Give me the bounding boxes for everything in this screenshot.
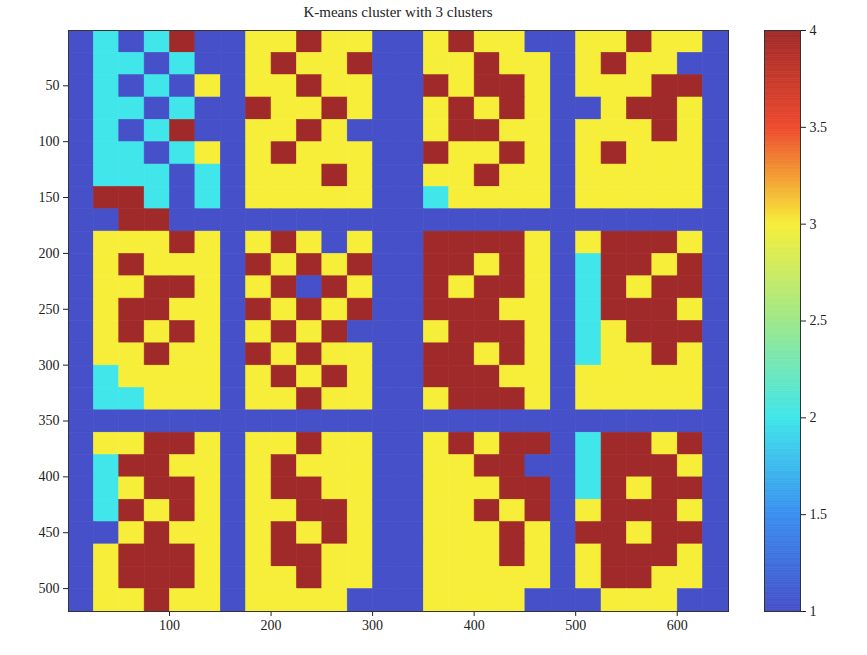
svg-text:2.5: 2.5 xyxy=(810,313,828,328)
svg-text:300: 300 xyxy=(362,618,383,633)
svg-text:3: 3 xyxy=(810,217,817,232)
svg-text:350: 350 xyxy=(39,413,60,428)
svg-text:100: 100 xyxy=(39,134,60,149)
svg-text:100: 100 xyxy=(159,618,180,633)
svg-text:1.5: 1.5 xyxy=(810,507,828,522)
svg-text:3.5: 3.5 xyxy=(810,120,828,135)
svg-text:250: 250 xyxy=(39,302,60,317)
html-text:K-means cluster with 3 cluster: K-means cluster with 3 clusters xyxy=(303,4,493,20)
svg-text:4: 4 xyxy=(810,24,817,38)
svg-text:200: 200 xyxy=(39,246,60,261)
svg-text:300: 300 xyxy=(39,358,60,373)
svg-text:1: 1 xyxy=(810,604,817,619)
svg-text:500: 500 xyxy=(39,581,60,596)
svg-text:200: 200 xyxy=(261,618,282,633)
svg-text:600: 600 xyxy=(667,618,688,633)
svg-text:500: 500 xyxy=(565,618,586,633)
svg-text:450: 450 xyxy=(39,525,60,540)
svg-text:400: 400 xyxy=(39,469,60,484)
svg-text:50: 50 xyxy=(46,78,60,93)
svg-text:400: 400 xyxy=(464,618,485,633)
svg-text:150: 150 xyxy=(39,190,60,205)
svg-text:2: 2 xyxy=(810,410,817,425)
